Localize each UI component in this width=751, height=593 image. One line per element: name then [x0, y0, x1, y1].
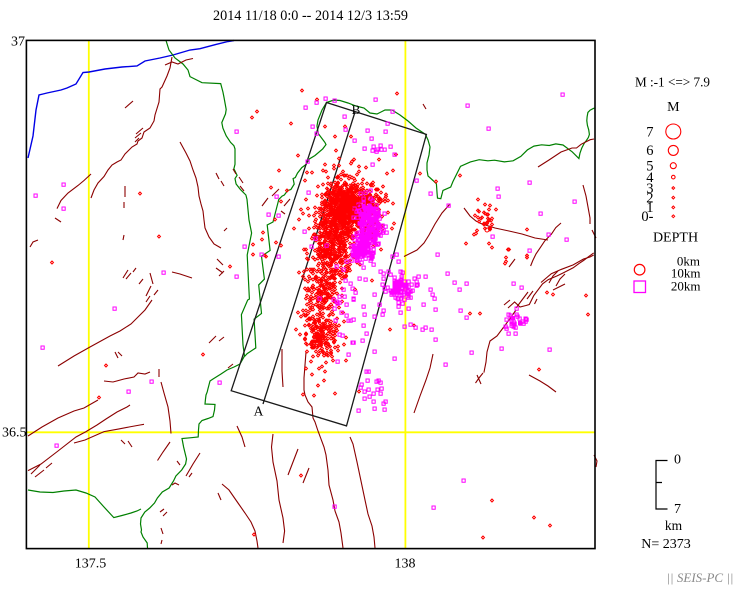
svg-text:36.5: 36.5 — [2, 425, 27, 440]
svg-text:A: A — [254, 404, 264, 419]
svg-text:1: 1 — [646, 200, 653, 216]
svg-text:2014 11/18 0:0 -- 2014 12/3 13: 2014 11/18 0:0 -- 2014 12/3 13:59 — [213, 8, 408, 24]
svg-text:37: 37 — [11, 34, 25, 49]
svg-text:M :-1 <=> 7.9: M :-1 <=> 7.9 — [635, 75, 710, 90]
svg-text:7: 7 — [646, 124, 653, 140]
svg-text:137.5: 137.5 — [75, 556, 107, 571]
svg-text:DEPTH: DEPTH — [653, 231, 698, 246]
svg-text:4: 4 — [646, 170, 654, 186]
svg-text:20km: 20km — [671, 279, 701, 294]
svg-text:0km: 0km — [677, 254, 700, 269]
svg-text:6: 6 — [646, 143, 653, 159]
svg-text:7: 7 — [674, 502, 681, 517]
svg-text:10km: 10km — [671, 266, 701, 281]
svg-text:km: km — [665, 518, 683, 533]
svg-text:0-: 0- — [641, 209, 653, 225]
svg-text:|| SEIS-PC ||: || SEIS-PC || — [666, 570, 733, 585]
svg-text:0: 0 — [674, 453, 681, 468]
svg-text:B: B — [352, 102, 361, 117]
svg-text:2: 2 — [646, 190, 653, 206]
svg-text:3: 3 — [646, 181, 653, 197]
svg-text:5: 5 — [646, 159, 653, 175]
svg-text:138: 138 — [395, 557, 416, 572]
svg-text:M: M — [667, 100, 680, 115]
svg-text:N= 2373: N= 2373 — [641, 537, 691, 552]
